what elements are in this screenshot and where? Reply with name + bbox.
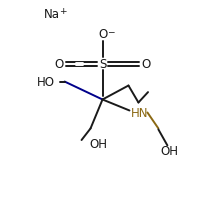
Text: S: S [99,58,106,71]
Text: =: = [74,58,85,71]
Text: OH: OH [89,137,108,150]
Text: O: O [54,58,63,71]
Text: O: O [142,58,151,71]
Text: HN: HN [131,106,148,119]
Text: HO: HO [37,76,55,89]
Text: O: O [98,28,107,41]
Text: Na: Na [44,8,60,21]
Text: −: − [107,27,115,36]
Text: +: + [59,7,66,16]
Text: OH: OH [160,144,178,157]
